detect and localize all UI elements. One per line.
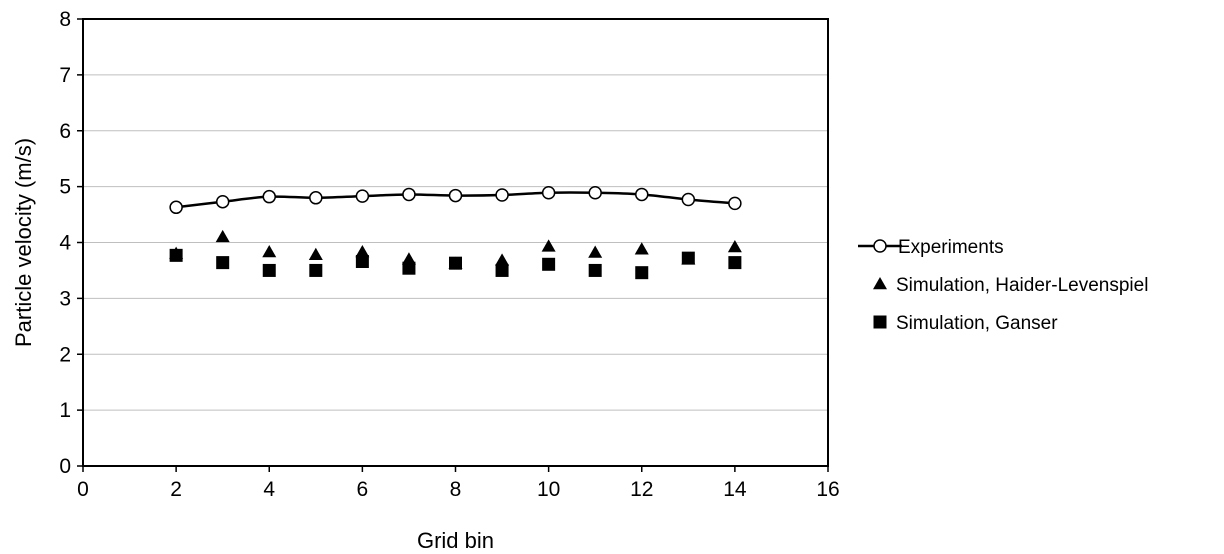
y-tick-label-5: 5: [59, 176, 71, 199]
x-axis-title: Grid bin: [417, 528, 494, 553]
data-point: [169, 248, 183, 262]
x-tick-label-12: 12: [630, 478, 653, 501]
legend-label-2: Simulation, Ganser: [896, 313, 1058, 334]
y-tick-label-2: 2: [59, 343, 71, 366]
x-tick-label-2: 2: [170, 478, 182, 501]
legend: Experiments Simulation, Haider-Levenspiel…: [858, 237, 1148, 334]
y-tick-label-0: 0: [59, 455, 71, 478]
data-point: [401, 252, 416, 265]
y-tick-label-6: 6: [59, 120, 71, 143]
y-axis-title: Particle velocity (m/s): [11, 138, 36, 347]
legend-label-0: Experiments: [898, 237, 1004, 258]
data-point: [681, 251, 695, 265]
data-point: [588, 245, 603, 258]
data-point: [495, 263, 509, 277]
data-point: [588, 263, 602, 277]
data-point: [495, 188, 509, 202]
series-layer: [169, 186, 742, 280]
legend-item-0: Experiments: [858, 237, 1004, 258]
data-point: [635, 187, 649, 202]
x-tick-label-10: 10: [537, 478, 560, 501]
data-point: [262, 244, 277, 258]
x-tick-label-14: 14: [723, 478, 747, 501]
data-point: [215, 229, 230, 243]
data-point: [635, 266, 649, 280]
legend-label-1: Simulation, Haider-Levenspiel: [896, 275, 1148, 296]
data-point: [355, 189, 370, 203]
data-point: [402, 261, 416, 275]
data-point: [542, 257, 556, 271]
data-point: [262, 263, 276, 277]
data-point: [308, 247, 323, 261]
data-point: [216, 256, 230, 270]
x-tick-label-6: 6: [357, 478, 369, 501]
x-tick-label-8: 8: [450, 478, 462, 501]
legend-marker: [873, 277, 887, 290]
series-0: [169, 186, 742, 215]
data-point: [262, 189, 276, 204]
data-point: [309, 263, 323, 277]
data-point: [169, 200, 183, 215]
data-point: [728, 256, 742, 270]
data-point: [728, 196, 742, 211]
y-tick-label-4: 4: [59, 232, 71, 255]
data-point: [215, 194, 230, 209]
data-point: [727, 239, 742, 253]
data-point: [634, 242, 649, 255]
x-tick-label-16: 16: [816, 478, 839, 501]
y-tick-label-7: 7: [59, 64, 71, 87]
legend-marker: [873, 315, 887, 329]
legend-marker: [873, 239, 887, 253]
data-point: [309, 191, 323, 205]
data-point: [541, 186, 556, 200]
data-point: [449, 256, 462, 270]
x-tick-label-4: 4: [263, 478, 275, 501]
x-tick-label-0: 0: [77, 478, 89, 501]
data-point: [402, 187, 416, 202]
legend-item-2: Simulation, Ganser: [873, 313, 1058, 334]
data-point: [541, 239, 556, 252]
y-tick-label-1: 1: [59, 399, 71, 422]
data-point: [355, 254, 369, 268]
gridlines: [83, 74, 828, 411]
data-point: [355, 244, 370, 258]
y-tick-label-3: 3: [59, 287, 71, 310]
data-point: [495, 253, 510, 266]
data-point: [448, 188, 463, 203]
series-2: [169, 248, 742, 280]
y-tick-label-8: 8: [59, 8, 71, 31]
data-point: [588, 186, 602, 200]
legend-item-1: Simulation, Haider-Levenspiel: [873, 275, 1148, 296]
data-point: [681, 192, 696, 207]
